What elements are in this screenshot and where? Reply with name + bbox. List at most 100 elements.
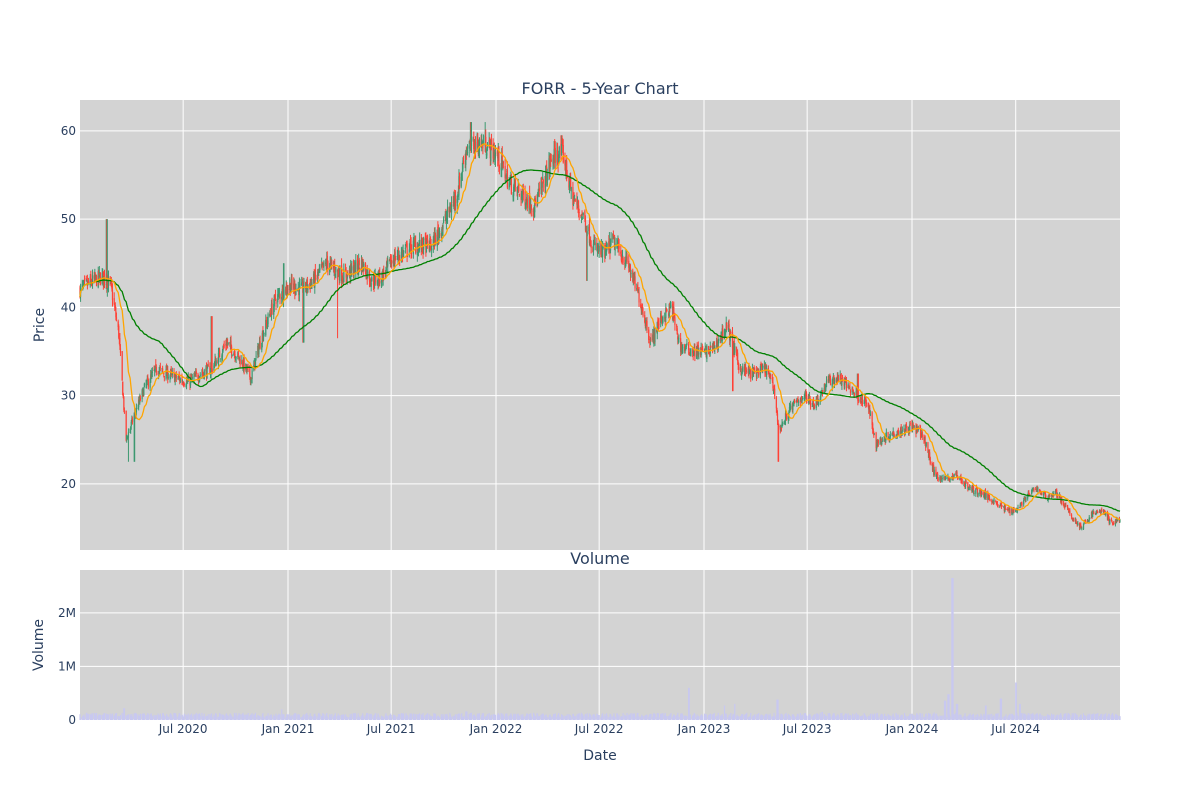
volume-bar — [972, 713, 975, 720]
volume-bar — [790, 716, 792, 720]
candle-body — [266, 322, 268, 326]
volume-bar — [964, 713, 966, 720]
candle-body — [823, 388, 825, 393]
candle-body — [500, 167, 502, 171]
candle-body — [454, 195, 457, 204]
candle-body — [996, 501, 998, 504]
price-y-tick-label: 60 — [61, 124, 76, 138]
volume-bar — [505, 713, 507, 720]
volume-bar — [91, 713, 94, 720]
volume-bar — [706, 716, 708, 720]
volume-bar — [897, 714, 899, 720]
candle-body — [127, 437, 129, 439]
volume-bar — [590, 716, 592, 720]
candle-body — [762, 365, 764, 370]
candle-body — [1043, 494, 1045, 496]
candle-body — [987, 495, 989, 500]
volume-bar — [1015, 682, 1017, 720]
candle-body — [438, 230, 441, 233]
candle-body — [1047, 499, 1049, 501]
volume-bar — [853, 714, 856, 720]
volume-bar — [349, 714, 351, 720]
candle-body — [179, 378, 181, 383]
candle-body — [442, 219, 445, 224]
candle-body — [385, 267, 387, 273]
candle-body — [613, 235, 616, 250]
candle-body — [356, 259, 359, 269]
volume-bar — [446, 716, 449, 720]
candle-body — [1103, 509, 1105, 514]
candle-body — [726, 322, 728, 330]
candle-body — [574, 198, 576, 202]
volume-bar — [786, 715, 788, 720]
candle-body — [441, 228, 443, 237]
candle-body — [852, 389, 854, 393]
candle-body — [780, 428, 783, 429]
candle-body — [601, 246, 604, 257]
candle-body — [146, 381, 148, 386]
candle-body — [562, 145, 564, 163]
candle-body — [610, 238, 612, 243]
candle-body — [217, 352, 220, 366]
candle-body — [1071, 517, 1073, 519]
candle-body — [586, 231, 588, 237]
candle-body — [590, 245, 592, 248]
candle-body — [1055, 490, 1057, 494]
candle-body — [546, 173, 548, 185]
candle-body — [1017, 507, 1019, 509]
candle-body — [246, 367, 248, 371]
volume-bar — [892, 713, 894, 720]
candle-body — [412, 240, 414, 254]
candle-body — [549, 158, 551, 169]
candle-body — [263, 333, 265, 334]
volume-bar — [618, 714, 620, 720]
candle-body — [107, 277, 110, 286]
candle-body — [805, 395, 808, 400]
volume-bar — [103, 713, 106, 720]
candle-body — [674, 317, 676, 326]
candle-body — [717, 340, 719, 350]
candle-body — [883, 439, 885, 442]
volume-bar — [271, 717, 273, 720]
candle-body — [1092, 511, 1094, 513]
candle-body — [350, 263, 352, 270]
candle-body — [993, 499, 995, 503]
volume-bar — [857, 714, 860, 720]
candle-body — [1048, 495, 1050, 498]
candle-body — [825, 380, 828, 387]
volume-bar — [758, 713, 760, 720]
candle-body — [1073, 517, 1075, 522]
candle-body — [521, 194, 523, 196]
candle-body — [1029, 494, 1031, 496]
candle-body — [504, 166, 506, 179]
candle-body — [1000, 502, 1003, 507]
candle-body — [522, 188, 524, 195]
candle-body — [1020, 502, 1022, 505]
candle-body — [273, 295, 275, 307]
volume-bar — [1085, 716, 1087, 720]
candle-body — [781, 422, 783, 428]
candle-body — [183, 383, 185, 386]
candle-body — [206, 365, 208, 379]
volume-bar — [562, 716, 564, 720]
candle-body — [327, 261, 329, 270]
candle-body — [189, 378, 192, 386]
candle-body — [274, 293, 277, 300]
candle-body — [988, 495, 990, 498]
candle-body — [167, 369, 169, 380]
candle-body — [1037, 488, 1039, 493]
candle-body — [707, 346, 710, 352]
volume-bar — [514, 713, 516, 720]
candle-body — [1061, 498, 1063, 504]
candle-body — [254, 358, 257, 369]
volume-bar — [780, 713, 783, 720]
candle-body — [255, 355, 257, 357]
volume-bar — [762, 715, 764, 720]
candle-body — [706, 345, 708, 360]
candle-body — [1080, 526, 1082, 529]
candle-body — [963, 481, 966, 484]
volume-bar — [474, 716, 477, 720]
candle-body — [493, 149, 495, 159]
volume-bar — [901, 714, 903, 720]
candle-body — [576, 198, 578, 205]
